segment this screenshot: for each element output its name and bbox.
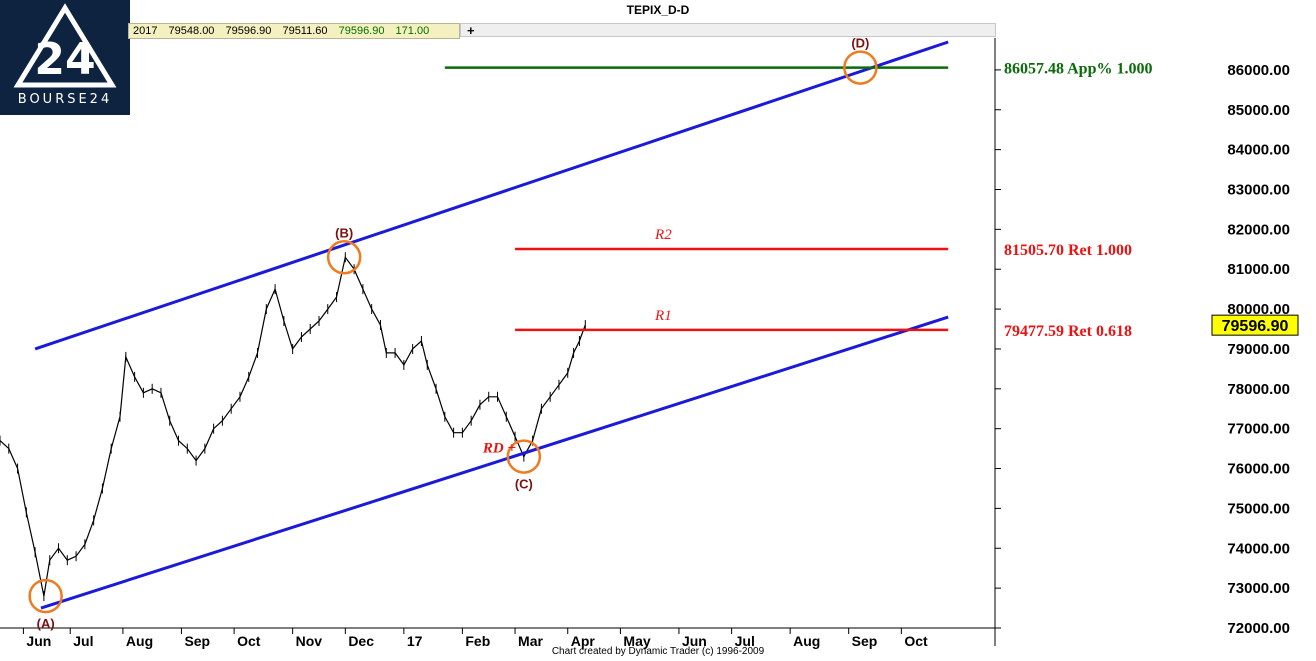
x-tick-label: Aug	[793, 633, 820, 649]
last-price-tag	[1211, 314, 1299, 336]
y-tick-label: 80000.00	[1227, 301, 1290, 318]
level-tag: R2	[654, 227, 672, 243]
x-tick-label: Jun	[26, 633, 51, 649]
x-tick-label: Feb	[465, 633, 490, 649]
y-tick-label: 81000.00	[1227, 261, 1290, 278]
quote-date: 2017	[133, 25, 158, 37]
title-bar: TEPIX_D-D	[130, 0, 1316, 22]
y-tick-label: 76000.00	[1227, 461, 1290, 478]
wave-circle	[843, 50, 878, 85]
x-tick-label: Jul	[73, 633, 93, 649]
wave-circle	[326, 240, 362, 275]
x-tick-label: Apr	[571, 633, 596, 649]
logo-text: BOURSE24	[17, 92, 113, 107]
chart-axes: 72000.00 73000.00 74000.00 75000.00 76000.00…	[0, 38, 1290, 649]
quote-close: 79596.90	[338, 25, 385, 37]
chart-title: TEPIX_D-D	[626, 3, 690, 17]
wave-circle	[28, 578, 63, 614]
quote-change: 171.00	[395, 25, 430, 37]
quote-high: 79596.90	[225, 25, 272, 37]
trend-channel	[34, 40, 949, 610]
last-price-label: 79596.90	[1222, 318, 1289, 335]
quote-low: 79511.60	[282, 25, 328, 37]
level-label: 86057.48 App% 1.000	[1004, 61, 1152, 78]
add-study-button[interactable]: +	[460, 23, 996, 37]
quote-bar: 2017 79548.00 79596.90 79511.60 79596.90…	[128, 23, 460, 39]
x-tick-label: Jun	[682, 633, 707, 649]
level-label: 79477.59 Ret 0.618	[1004, 323, 1132, 340]
x-tick-label: Aug	[126, 633, 153, 649]
x-tick-label: Jul	[735, 633, 755, 649]
x-tick-label: Dec	[348, 633, 374, 649]
y-tick-label: 77000.00	[1227, 421, 1290, 438]
fib-levels: 86057.48 App% 1.000 81505.70 Ret 1.000 R2 7…	[444, 61, 1299, 340]
y-tick-label: 85000.00	[1227, 102, 1290, 119]
y-tick-label: 74000.00	[1227, 540, 1290, 557]
x-tick-label: Nov	[296, 633, 323, 649]
y-tick-label: 86000.00	[1227, 62, 1290, 79]
channel-line-lower	[40, 315, 949, 610]
y-tick-label: 75000.00	[1227, 500, 1290, 517]
quote-open: 79548.00	[168, 25, 215, 37]
y-tick-label: 72000.00	[1227, 620, 1290, 637]
price-series	[0, 252, 586, 602]
wave-label: (C)	[515, 477, 533, 492]
wave-label: (B)	[335, 225, 353, 240]
x-tick-label: May	[623, 633, 650, 649]
y-tick-label: 78000.00	[1227, 381, 1290, 398]
y-tick-label: 83000.00	[1227, 181, 1290, 198]
y-tick-label: 73000.00	[1227, 580, 1290, 597]
x-tick-label: Sep	[852, 633, 878, 649]
svg-text:24: 24	[34, 34, 95, 85]
wave-label: (D)	[851, 36, 869, 51]
x-tick-label: Oct	[237, 633, 261, 649]
footer-credit: Chart created by Dynamic Trader (c) 1996…	[551, 646, 765, 657]
wave-circle	[506, 439, 542, 474]
level-label: 81505.70 Ret 1.000	[1004, 242, 1132, 259]
wave-label: (A)	[37, 616, 55, 631]
level-tag: R1	[654, 308, 672, 324]
x-tick-label: Oct	[904, 633, 928, 649]
x-tick-label: 17	[407, 633, 423, 649]
logo-mark-icon: 24	[13, 3, 117, 88]
price-line	[0, 255, 586, 597]
bourse24-logo: 24 BOURSE24	[0, 0, 130, 115]
wave-markers: (A) (B) (C) (D) RD +	[28, 36, 878, 631]
x-tick-label: Mar	[518, 633, 543, 649]
y-tick-label: 84000.00	[1227, 142, 1290, 159]
y-tick-label: 82000.00	[1227, 221, 1290, 238]
annotation-label: RD +	[482, 441, 516, 457]
x-tick-label: Sep	[184, 633, 210, 649]
y-tick-label: 79000.00	[1227, 341, 1290, 358]
channel-line-upper	[34, 40, 949, 351]
